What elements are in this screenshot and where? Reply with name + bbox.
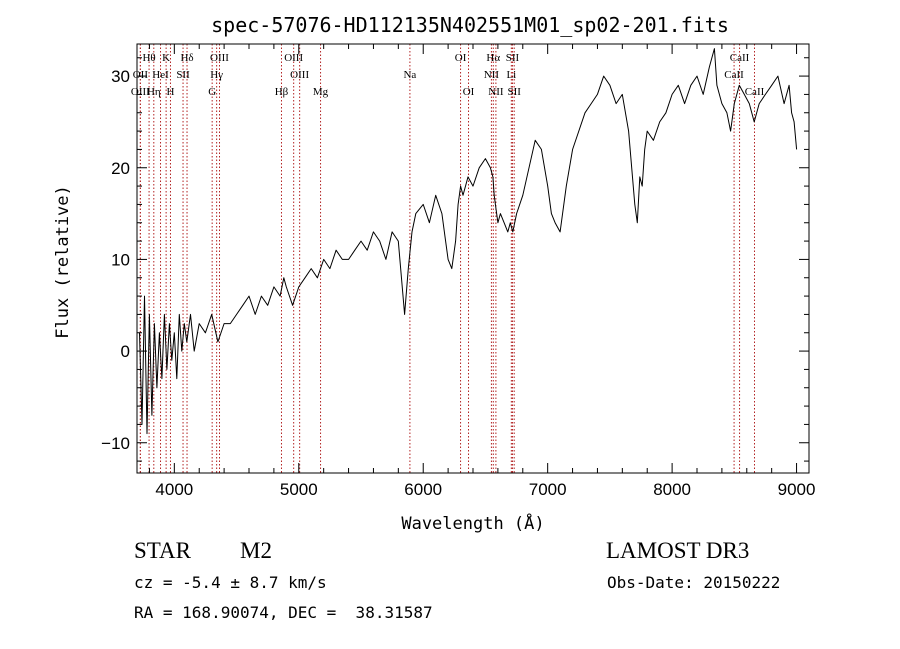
redshift-velocity: cz = -5.4 ± 8.7 km/s bbox=[134, 573, 327, 592]
spectral-line-label: CaII bbox=[745, 86, 765, 98]
spectrum-line bbox=[139, 48, 798, 435]
x-tick-label: 5000 bbox=[280, 480, 318, 499]
survey-name: LAMOST DR3 bbox=[606, 538, 750, 563]
y-tick-label: 0 bbox=[121, 342, 130, 361]
x-tick-label: 9000 bbox=[778, 480, 816, 499]
spectral-line-label: NII bbox=[488, 86, 504, 98]
spectral-line-label: OIII bbox=[131, 86, 150, 98]
x-tick-label: 6000 bbox=[404, 480, 442, 499]
spectral-line-label: HeI bbox=[152, 69, 169, 81]
spectral-line-label: H bbox=[166, 86, 174, 98]
y-tick-label: −10 bbox=[101, 434, 130, 453]
spectral-line-label: OI bbox=[455, 52, 467, 64]
spectral-line-label: Hγ bbox=[210, 69, 223, 81]
spectral-line-label: OI bbox=[463, 86, 475, 98]
spectral-line-label: CaII bbox=[730, 52, 750, 64]
x-tick-label: 7000 bbox=[529, 480, 567, 499]
y-tick-label: 30 bbox=[111, 67, 130, 86]
axis-ticks: 4000 5000 6000 7000 8000 9000 −10 0 10 20 30 bbox=[101, 44, 815, 499]
spectral-line-label: Hθ bbox=[142, 52, 155, 64]
spectral-line-label: Li bbox=[506, 69, 516, 81]
x-tick-label: 4000 bbox=[155, 480, 193, 499]
spectral-line-label: SII bbox=[507, 86, 521, 98]
spectral-line-label: NII bbox=[484, 69, 500, 81]
spectral-line-label: Hα bbox=[486, 52, 500, 64]
observation-date: Obs-Date: 20150222 bbox=[607, 573, 781, 592]
spectral-line-label: OIII bbox=[210, 52, 229, 64]
spectral-line-label: Hη bbox=[147, 86, 161, 98]
spectrum-series bbox=[139, 48, 798, 435]
object-subclass: M2 bbox=[240, 538, 272, 563]
x-axis-label: Wavelength (Å) bbox=[401, 512, 544, 534]
y-tick-label: 20 bbox=[111, 159, 130, 178]
spectral-line-label: Hδ bbox=[180, 52, 193, 64]
spectral-line-label: SII bbox=[176, 69, 190, 81]
spectral-line-label: SII bbox=[506, 52, 520, 64]
y-tick-label: 10 bbox=[111, 250, 130, 269]
plot-frame bbox=[136, 43, 810, 474]
y-axis-label: Flux (relative) bbox=[53, 185, 73, 339]
chart-title: spec-57076-HD112135N402551M01_sp02-201.f… bbox=[211, 13, 729, 37]
spectral-line-label: Na bbox=[403, 69, 416, 81]
spectral-line-label: G bbox=[208, 86, 216, 98]
spectral-line-label: OII bbox=[133, 69, 149, 81]
object-class: STAR bbox=[134, 538, 191, 563]
spectral-line-markers bbox=[139, 44, 755, 473]
spectral-line-label: OIII bbox=[290, 69, 309, 81]
coordinates: RA = 168.90074, DEC = 38.31587 bbox=[134, 603, 433, 622]
spectral-line-label: K bbox=[162, 52, 170, 64]
spectral-line-label: Mg bbox=[313, 86, 329, 98]
spectral-line-label: OIII bbox=[284, 52, 303, 64]
x-tick-label: 8000 bbox=[653, 480, 691, 499]
spectral-line-label: Hβ bbox=[275, 86, 289, 98]
spectral-line-label: CaII bbox=[724, 69, 744, 81]
